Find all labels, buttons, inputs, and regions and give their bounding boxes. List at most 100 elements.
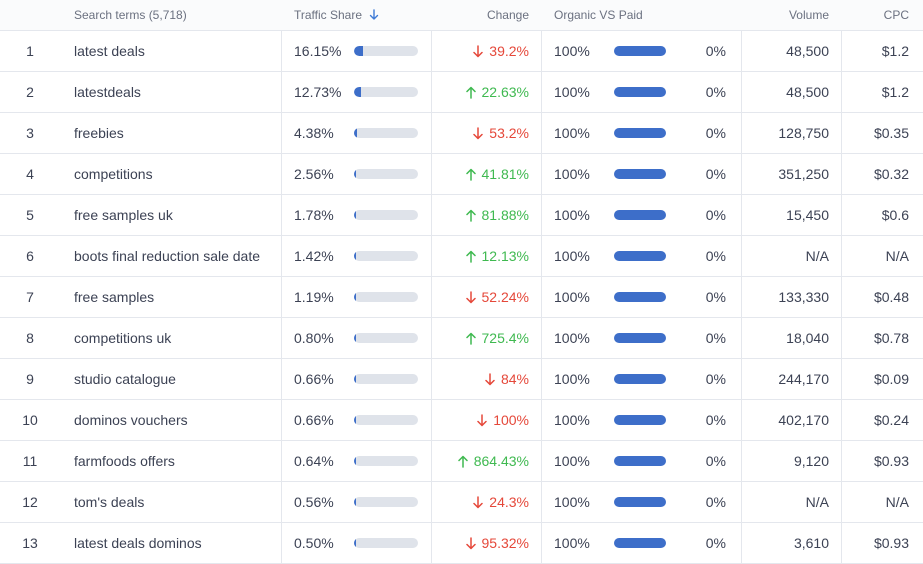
change-value: 95.32%	[432, 523, 529, 563]
volume-value: 351,250	[778, 166, 829, 182]
row-index: 4	[26, 166, 34, 182]
table-row[interactable]: 3 freebies 4.38% 53.2% 100% 0% 128,750 $0.35	[0, 113, 923, 154]
arrow-down-icon	[473, 495, 484, 509]
change-percent: 22.63%	[481, 84, 529, 100]
traffic-share-bar-fill	[354, 87, 361, 97]
traffic-share-bar	[354, 400, 418, 440]
table-row[interactable]: 6 boots final reduction sale date 1.42% 12.…	[0, 236, 923, 277]
volume-value: 48,500	[786, 84, 829, 100]
table-row[interactable]: 1 latest deals 16.15% 39.2% 100% 0% 48,500 $1.2	[0, 31, 923, 72]
arrow-down-icon	[477, 413, 487, 427]
row-index: 6	[26, 248, 34, 264]
traffic-share-value: 1.19%	[294, 289, 334, 305]
header-traffic-share-label: Traffic Share	[294, 8, 363, 22]
change-percent: 39.2%	[489, 43, 529, 59]
traffic-share-bar	[354, 523, 418, 563]
search-term-link[interactable]: competitions uk	[74, 330, 172, 346]
table-row[interactable]: 8 competitions uk 0.80% 725.4% 100% 0% 18,040 $…	[0, 318, 923, 359]
change-value: 100%	[432, 400, 529, 440]
cpc-value: $0.09	[873, 371, 909, 387]
sort-descending-icon[interactable]	[368, 9, 380, 21]
search-term-link[interactable]: free samples	[74, 289, 155, 305]
search-term-link[interactable]: dominos vouchers	[74, 412, 188, 428]
traffic-share-value: 0.56%	[294, 494, 334, 510]
change-value: 12.13%	[432, 236, 529, 276]
table-row[interactable]: 4 competitions 2.56% 41.81% 100% 0% 351,250 $0.…	[0, 154, 923, 195]
header-search-terms[interactable]: Search terms (5,718)	[74, 8, 187, 22]
traffic-share-bar	[354, 482, 418, 522]
change-percent: 864.43%	[473, 453, 529, 469]
organic-share: 100%	[554, 330, 590, 346]
arrow-up-icon	[465, 250, 476, 263]
organic-vs-paid-bar	[614, 441, 666, 481]
search-term-link[interactable]: free samples uk	[74, 207, 173, 223]
table-row[interactable]: 11 farmfoods offers 0.64% 864.43% 100% 0% 9,12…	[0, 441, 923, 482]
organic-share: 100%	[554, 412, 590, 428]
change-value: 84%	[432, 359, 529, 399]
traffic-share-bar	[354, 318, 418, 358]
cpc-value: $0.93	[873, 453, 909, 469]
search-term-link[interactable]: studio catalogue	[74, 371, 176, 387]
organic-share: 100%	[554, 125, 590, 141]
table-row[interactable]: 2 latestdeals 12.73% 22.63% 100% 0% 48,500 $1.2	[0, 72, 923, 113]
header-traffic-share[interactable]: Traffic Share	[294, 0, 424, 30]
table-row[interactable]: 7 free samples 1.19% 52.24% 100% 0% 133,330 $0.…	[0, 277, 923, 318]
arrow-up-icon	[457, 455, 468, 468]
traffic-share-value: 0.80%	[294, 330, 334, 346]
table-row[interactable]: 5 free samples uk 1.78% 81.88% 100% 0% 15,450 $…	[0, 195, 923, 236]
row-index: 9	[26, 371, 34, 387]
search-term-link[interactable]: latest deals	[74, 43, 145, 59]
traffic-share-value: 0.64%	[294, 453, 334, 469]
cpc-value: $0.35	[873, 125, 909, 141]
volume-value: 128,750	[778, 125, 829, 141]
traffic-share-bar	[354, 441, 418, 481]
volume-value: 9,120	[793, 453, 829, 469]
search-term-link[interactable]: competitions	[74, 166, 153, 182]
search-term-link[interactable]: latest deals dominos	[74, 535, 202, 551]
row-index: 7	[26, 289, 34, 305]
traffic-share-bar	[354, 113, 418, 153]
organic-vs-paid-bar	[614, 318, 666, 358]
organic-share: 100%	[554, 84, 590, 100]
traffic-share-value: 12.73%	[294, 84, 342, 100]
change-percent: 725.4%	[481, 330, 529, 346]
paid-share: 0%	[705, 289, 726, 305]
change-value: 22.63%	[432, 72, 529, 112]
header-organic-vs-paid[interactable]: Organic VS Paid	[554, 8, 643, 22]
header-volume[interactable]: Volume	[788, 8, 829, 22]
organic-vs-paid-bar	[614, 113, 666, 153]
search-term-link[interactable]: boots final reduction sale date	[74, 248, 261, 264]
search-term-link[interactable]: freebies	[74, 125, 124, 141]
organic-share: 100%	[554, 494, 590, 510]
paid-share: 0%	[705, 330, 726, 346]
table-row[interactable]: 10 dominos vouchers 0.66% 100% 100% 0% 402,170…	[0, 400, 923, 441]
organic-share: 100%	[554, 248, 590, 264]
table-row[interactable]: 13 latest deals dominos 0.50% 95.32% 100% 0% 3…	[0, 523, 923, 564]
change-value: 725.4%	[432, 318, 529, 358]
search-term-link[interactable]: tom's deals	[74, 494, 145, 510]
traffic-share-value: 0.50%	[294, 535, 334, 551]
volume-value: 48,500	[786, 43, 829, 59]
traffic-share-bar-fill	[354, 251, 356, 261]
row-index: 11	[22, 453, 38, 469]
paid-share: 0%	[705, 43, 726, 59]
volume-value: 402,170	[778, 412, 829, 428]
organic-vs-paid-bar	[614, 400, 666, 440]
header-change[interactable]: Change	[486, 8, 529, 22]
traffic-share-bar-fill	[354, 333, 356, 343]
change-value: 53.2%	[432, 113, 529, 153]
volume-value: 244,170	[778, 371, 829, 387]
change-percent: 100%	[493, 412, 529, 428]
search-term-link[interactable]: latestdeals	[74, 84, 141, 100]
cpc-value: N/A	[885, 248, 909, 264]
header-cpc[interactable]: CPC	[883, 8, 909, 22]
organic-share: 100%	[554, 535, 590, 551]
search-term-link[interactable]: farmfoods offers	[74, 453, 175, 469]
cpc-value: $0.32	[873, 166, 909, 182]
organic-vs-paid-bar	[614, 154, 666, 194]
table-row[interactable]: 12 tom's deals 0.56% 24.3% 100% 0% N/A N/A	[0, 482, 923, 523]
table-row[interactable]: 9 studio catalogue 0.66% 84% 100% 0% 244,170 $0…	[0, 359, 923, 400]
organic-vs-paid-bar	[614, 482, 666, 522]
organic-vs-paid-bar	[614, 523, 666, 563]
